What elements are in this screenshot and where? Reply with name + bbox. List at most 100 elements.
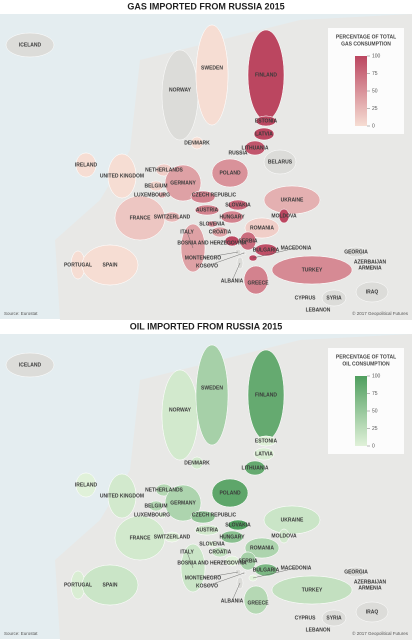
- country-land: [355, 601, 389, 623]
- country-label: HUNGARY: [219, 214, 245, 220]
- country-fill: [206, 540, 218, 548]
- country-label: SLOVAKIA: [225, 202, 251, 208]
- country-fill: [190, 190, 216, 204]
- country-fill: [227, 199, 249, 211]
- country-fill: [195, 24, 229, 126]
- country-fill: [157, 191, 167, 199]
- country-label: CROATIA: [209, 229, 232, 235]
- country-label: FINLAND: [255, 392, 277, 398]
- country-fill: [211, 478, 249, 508]
- country-fill: [271, 575, 353, 605]
- legend-tick-label: 100: [372, 373, 381, 379]
- country-fill: [161, 369, 199, 461]
- country-label: SWITZERLAND: [154, 534, 191, 540]
- country-label: GREECE: [247, 280, 269, 286]
- country-label: UNITED KINGDOM: [100, 173, 144, 179]
- country-label: SPAIN: [103, 262, 118, 268]
- country-label: SWEDEN: [201, 385, 223, 391]
- country-label: NETHERLANDS: [145, 487, 183, 493]
- country-fill: [253, 127, 275, 141]
- country-fill: [195, 344, 229, 446]
- country-label: SYRIA: [326, 615, 342, 621]
- country-label: BOSNIA AND HERZEGOVINA: [177, 560, 247, 566]
- country-label: BULGARIA: [253, 567, 280, 573]
- country-fill: [255, 435, 277, 447]
- leader-line: [206, 252, 245, 267]
- country-land: [345, 566, 367, 578]
- country-land: [363, 264, 377, 272]
- country-label: SWEDEN: [201, 65, 223, 71]
- legend-tick-label: 25: [372, 426, 378, 432]
- country-fill: [194, 524, 220, 536]
- country-fill: [278, 528, 290, 544]
- credit: © 2017 Geopolitical Futures: [352, 310, 409, 316]
- country-land: [321, 289, 347, 307]
- legend-title: OIL CONSUMPTION: [342, 361, 390, 367]
- country-label: ARMENIA: [358, 585, 382, 591]
- country-fill: [206, 220, 218, 228]
- country-label: IRAQ: [366, 609, 379, 615]
- leader-line: [202, 571, 239, 579]
- country-label: CYPRUS: [295, 295, 317, 301]
- country-label: GREECE: [247, 600, 269, 606]
- country-fill: [220, 210, 244, 224]
- legend-tick-label: 75: [372, 391, 378, 397]
- country-label: AZERBAIJAN: [354, 259, 387, 265]
- country-land: [299, 615, 311, 621]
- leader-line: [252, 567, 297, 579]
- country-fill: [244, 217, 280, 239]
- country-label: IRELAND: [75, 482, 98, 488]
- country-land: [345, 246, 367, 258]
- country-label: MACEDONIA: [281, 565, 312, 571]
- country-fill: [263, 185, 321, 215]
- country-label: ALBANIA: [221, 278, 244, 284]
- country-fill: [211, 546, 229, 558]
- country-fill: [243, 585, 269, 615]
- country-fill: [163, 211, 181, 223]
- country-label: CZECH REPUBLIC: [192, 192, 237, 198]
- country-fill: [148, 500, 164, 512]
- country-label: LATVIA: [255, 131, 273, 137]
- country-label: LEBANON: [306, 627, 331, 633]
- source: Source: Eurostat: [4, 311, 38, 316]
- map-panel: OIL IMPORTED FROM RUSSIA 2015 ICELAND NORW…: [0, 321, 412, 640]
- map-title: GAS IMPORTED FROM RUSSIA 2015: [127, 1, 284, 11]
- country-label: POLAND: [219, 490, 241, 496]
- legend-tick-label: 0: [372, 123, 375, 129]
- country-label: ROMANIA: [250, 545, 274, 551]
- country-fill: [220, 530, 244, 544]
- country-fill: [75, 152, 97, 178]
- country-label: AUSTRIA: [196, 207, 219, 213]
- legend-tick-label: 50: [372, 88, 378, 94]
- country-label: MOLDOVA: [271, 213, 297, 219]
- country-label: UKRAINE: [281, 197, 304, 203]
- country-fill: [227, 519, 249, 531]
- legend-title: PERCENTAGE OF TOTAL: [336, 34, 396, 40]
- legend-tick-label: 75: [372, 71, 378, 77]
- leader-line: [186, 551, 194, 569]
- legend-scale: [355, 56, 367, 126]
- country-fill: [211, 226, 229, 238]
- country-fill: [190, 456, 204, 470]
- country-land: [314, 626, 322, 634]
- country-land: [363, 584, 377, 592]
- country-label: ROMANIA: [250, 225, 274, 231]
- country-fill: [81, 564, 139, 606]
- country-label: ESTONIA: [255, 118, 278, 124]
- country-label: RUSSIA: [229, 150, 248, 156]
- country-label: ITALY: [180, 549, 194, 555]
- country-fill: [148, 180, 164, 192]
- country-label: IRELAND: [75, 162, 98, 168]
- leader-line: [202, 251, 239, 259]
- country-label: FRANCE: [130, 215, 151, 221]
- country-label: CROATIA: [209, 549, 232, 555]
- country-label: UKRAINE: [281, 517, 304, 523]
- country-label: SYRIA: [326, 295, 342, 301]
- legend-tick-label: 50: [372, 408, 378, 414]
- country-label: ITALY: [180, 229, 194, 235]
- country-label: ICELAND: [19, 42, 42, 48]
- country-label: SLOVENIA: [199, 541, 225, 547]
- country-label: UNITED KINGDOM: [100, 493, 144, 499]
- country-label: CYPRUS: [295, 615, 317, 621]
